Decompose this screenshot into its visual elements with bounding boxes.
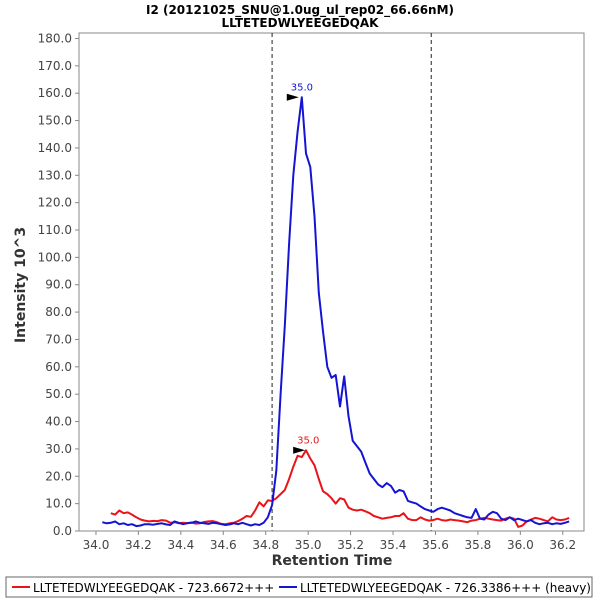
y-tick-label: 130.0 bbox=[38, 168, 72, 182]
y-tick-label: 90.0 bbox=[45, 278, 72, 292]
x-tick-label: 35.8 bbox=[465, 538, 492, 552]
integration-boundaries bbox=[271, 33, 432, 531]
y-tick-label: 60.0 bbox=[45, 360, 72, 374]
x-tick-label: 34.6 bbox=[210, 538, 237, 552]
plot-area bbox=[78, 32, 585, 532]
legend: LLTETEDWLYEEGEDQAK - 723.6672+++ LLTETED… bbox=[5, 576, 593, 598]
x-tick-label: 35.2 bbox=[337, 538, 364, 552]
chart-title: I2 (20121025_SNU@1.0ug_ul_rep02_66.66nM) bbox=[146, 3, 454, 18]
y-tick-label: 110.0 bbox=[38, 223, 72, 237]
y-tick-label: 70.0 bbox=[45, 332, 72, 346]
peak-arrow-light bbox=[293, 446, 306, 454]
x-tick-label: 34.4 bbox=[167, 538, 194, 552]
x-tick-label: 35.6 bbox=[422, 538, 449, 552]
y-tick-label: 150.0 bbox=[38, 114, 72, 128]
y-tick-label: 40.0 bbox=[45, 415, 72, 429]
x-tick-label: 34.8 bbox=[252, 538, 279, 552]
x-axis-title: Retention Time bbox=[272, 553, 393, 569]
y-tick-label: 120.0 bbox=[38, 196, 72, 210]
peak-arrow-heavy bbox=[286, 93, 299, 101]
x-tick-label: 35.0 bbox=[295, 538, 322, 552]
x-tick-label: 36.2 bbox=[549, 538, 576, 552]
y-axis: 0.0 10.0 20.0 30.0 40.0 50.0 60.0 70.0 80.0 90.0 1… bbox=[38, 31, 80, 538]
y-tick-label: 30.0 bbox=[45, 442, 72, 456]
y-tick-label: 100.0 bbox=[38, 250, 72, 264]
chart-subtitle: LLTETEDWLYEEGEDQAK bbox=[222, 16, 380, 30]
peak-label-heavy: 35.0 bbox=[291, 82, 313, 93]
x-tick-label: 34.2 bbox=[125, 538, 152, 552]
peak-label-light: 35.0 bbox=[297, 435, 319, 446]
y-tick-label: 20.0 bbox=[45, 469, 72, 483]
legend-box bbox=[5, 576, 593, 598]
x-tick-label: 35.4 bbox=[380, 538, 407, 552]
y-tick-label: 50.0 bbox=[45, 387, 72, 401]
y-tick-label: 160.0 bbox=[38, 86, 72, 100]
y-tick-label: 80.0 bbox=[45, 305, 72, 319]
series-line-heavy bbox=[102, 96, 570, 528]
peak-markers: 35.0 35.0 bbox=[286, 82, 319, 454]
y-tick-label: 10.0 bbox=[45, 497, 72, 511]
plot-border bbox=[78, 32, 585, 532]
x-tick-label: 34.0 bbox=[83, 538, 110, 552]
series-layer bbox=[102, 96, 570, 528]
y-tick-label: 0.0 bbox=[53, 524, 72, 538]
y-tick-label: 180.0 bbox=[38, 31, 72, 45]
x-axis: 34.0 34.2 34.4 34.6 34.8 35.0 35.2 35.4 35.6 35.8… bbox=[79, 530, 584, 552]
legend-entry-heavy: LLTETEDWLYEEGEDQAK - 726.3386+++ (heavy) bbox=[300, 581, 591, 595]
y-tick-label: 140.0 bbox=[38, 141, 72, 155]
y-tick-label: 170.0 bbox=[38, 59, 72, 73]
x-tick-label: 36.0 bbox=[507, 538, 534, 552]
legend-entry-light: LLTETEDWLYEEGEDQAK - 723.6672+++ bbox=[33, 581, 274, 595]
y-axis-title: Intensity 10^3 bbox=[13, 227, 29, 343]
